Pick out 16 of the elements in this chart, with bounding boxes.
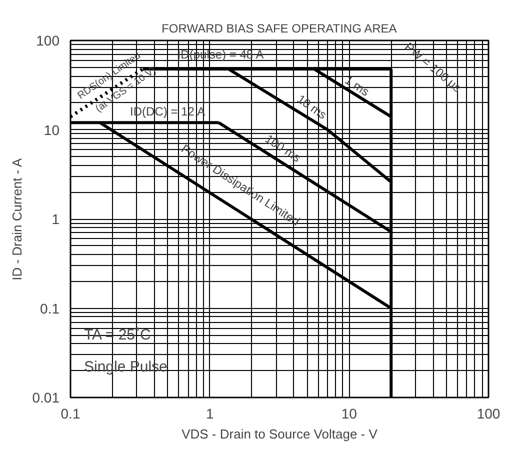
y-tick-label: 0.01 bbox=[32, 390, 60, 406]
chart-title: FORWARD BIAS SAFE OPERATING AREA bbox=[162, 22, 397, 36]
annotation: 1 ms bbox=[342, 72, 372, 99]
y-tick-label: 10 bbox=[44, 122, 60, 138]
x-tick-label: 0.1 bbox=[60, 406, 80, 422]
x-tick-label: 1 bbox=[206, 406, 214, 422]
x-tick-label: 10 bbox=[341, 406, 358, 422]
y-tick-label: 1 bbox=[52, 211, 60, 227]
x-tick-label: 100 bbox=[476, 406, 500, 422]
annotation: 100 ms bbox=[262, 132, 304, 165]
y-axis-title: ID - Drain Current - A bbox=[9, 158, 24, 280]
annotation: PW = 100 µs bbox=[402, 40, 464, 95]
y-tick-label: 100 bbox=[36, 32, 60, 48]
y-tick-label: 0.1 bbox=[40, 300, 60, 316]
x-axis-title: VDS - Drain to Source Voltage - V bbox=[182, 426, 378, 442]
annotation: 10 ms bbox=[294, 92, 330, 122]
